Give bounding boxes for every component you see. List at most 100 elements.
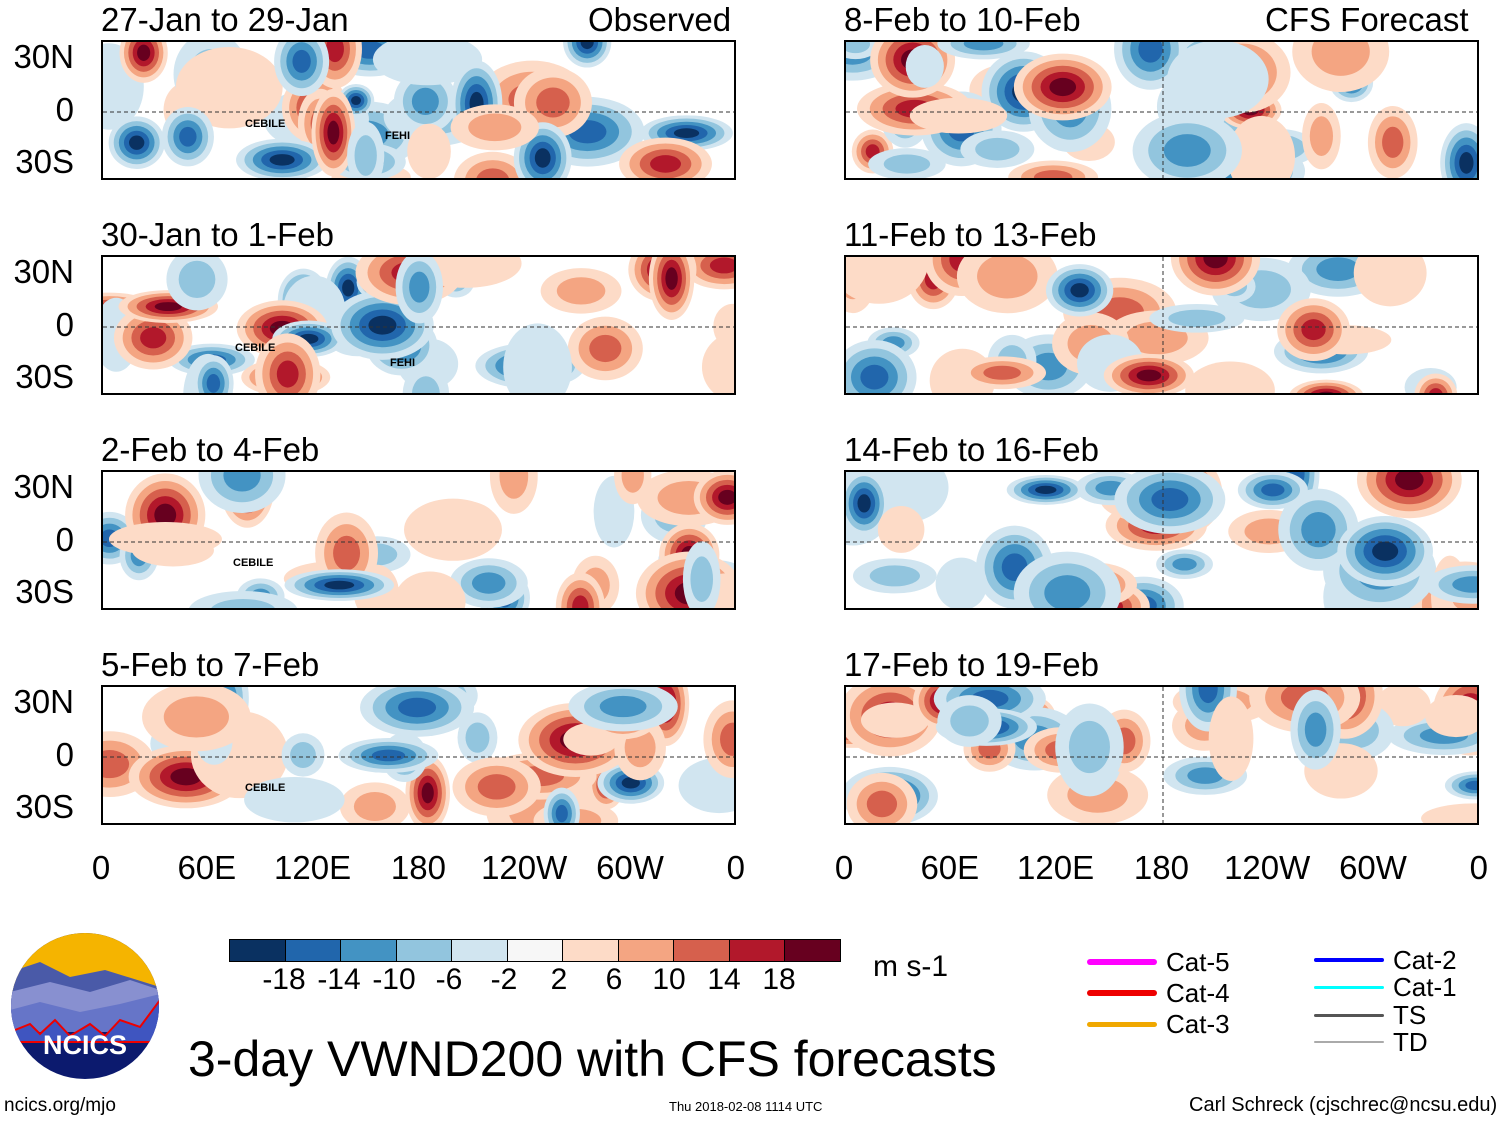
positive-anomaly-contour xyxy=(1424,383,1448,393)
latitude-label: 0 xyxy=(55,91,74,128)
latitude-label: 30S xyxy=(15,143,74,180)
negative-anomaly-contour xyxy=(869,565,920,587)
longitude-label: 180 xyxy=(390,849,446,886)
positive-anomaly-contour xyxy=(1309,116,1334,156)
positive-anomaly-contour xyxy=(1208,696,1254,781)
negative-anomaly-contour xyxy=(1459,152,1474,174)
positive-anomaly-contour xyxy=(877,506,925,553)
wind-anomaly-map xyxy=(846,257,1477,393)
panel-title: 27-Jan to 29-Jan xyxy=(101,1,349,38)
positive-anomaly-contour xyxy=(1049,77,1077,97)
negative-anomaly-contour xyxy=(1172,557,1197,571)
positive-anomaly-contour xyxy=(709,257,734,274)
colorbar-swatch xyxy=(674,940,730,961)
positive-anomaly-contour xyxy=(353,792,396,821)
footer-timestamp: Thu 2018-02-08 1114 UTC xyxy=(669,1099,823,1114)
negative-anomaly-contour xyxy=(1167,42,1269,119)
positive-anomaly-contour xyxy=(1395,472,1424,491)
negative-anomaly-contour xyxy=(883,154,931,174)
colorbar-tick-label: 6 xyxy=(605,963,623,996)
longitude-label: 60E xyxy=(920,849,980,886)
latitude-label: 30N xyxy=(13,683,74,720)
latitude-label: 0 xyxy=(55,306,74,343)
positive-anomaly-contour xyxy=(1185,361,1275,393)
longitude-label: 180 xyxy=(1133,849,1189,886)
longitude-label: 120E xyxy=(274,849,352,886)
positive-anomaly-contour xyxy=(394,571,466,608)
colorbar-swatch xyxy=(285,940,341,961)
positive-anomaly-contour xyxy=(1429,388,1443,393)
positive-anomaly-contour xyxy=(1425,694,1477,738)
positive-anomaly-contour xyxy=(701,332,734,393)
forecast-map-panel xyxy=(844,40,1479,180)
negative-anomaly-contour xyxy=(1261,483,1285,497)
legend-label: Cat-2 xyxy=(1393,945,1457,975)
negative-anomaly-contour xyxy=(269,154,295,166)
observed-label: Observed xyxy=(588,1,732,38)
colorbar-tick-label: -14 xyxy=(317,963,361,996)
positive-anomaly-contour xyxy=(499,472,529,499)
panel-title: 14-Feb to 16-Feb xyxy=(844,431,1099,468)
observed-map-panel xyxy=(101,470,736,610)
negative-anomaly-contour xyxy=(211,598,275,608)
negative-anomaly-contour xyxy=(1035,485,1057,494)
latitude-label: 30S xyxy=(15,573,74,610)
panel-title: 8-Feb to 10-Feb xyxy=(844,1,1081,38)
positive-anomaly-contour xyxy=(1311,42,1370,76)
positive-anomaly-contour xyxy=(1318,391,1334,393)
colorbar-tick-label: -10 xyxy=(372,963,416,996)
longitude-label: 60W xyxy=(1339,849,1407,886)
colorbar-swatch xyxy=(230,940,286,961)
negative-anomaly-contour xyxy=(621,777,640,789)
latitude-label: 0 xyxy=(55,736,74,773)
storm-label: CEBILE xyxy=(235,342,276,354)
footer-url[interactable]: ncics.org/mjo xyxy=(4,1095,116,1116)
wind-anomaly-map xyxy=(103,687,734,823)
negative-anomaly-contour xyxy=(534,148,551,168)
negative-anomaly-contour xyxy=(411,376,440,393)
negative-anomaly-contour xyxy=(409,271,430,303)
wind-anomaly-map xyxy=(846,687,1477,823)
negative-anomaly-contour xyxy=(324,580,355,590)
colorbar-swatch xyxy=(563,940,619,961)
legend-label: Cat-4 xyxy=(1166,978,1230,1008)
negative-anomaly-contour xyxy=(351,96,362,106)
negative-anomaly-contour xyxy=(1163,134,1211,167)
positive-anomaly-contour xyxy=(536,87,570,118)
positive-anomaly-contour xyxy=(1203,257,1228,269)
positive-anomaly-contour xyxy=(103,750,130,779)
legend-label: Cat-3 xyxy=(1166,1009,1230,1039)
negative-anomaly-contour xyxy=(580,42,594,50)
positive-anomaly-contour xyxy=(846,257,929,304)
negative-anomaly-contour xyxy=(354,135,377,176)
legend-line-td xyxy=(1314,1041,1384,1043)
negative-anomaly-contour xyxy=(1372,541,1399,561)
negative-anomaly-contour xyxy=(292,49,311,73)
legend-line-ts xyxy=(1314,1013,1384,1017)
colorbar-swatch xyxy=(618,940,674,961)
positive-anomaly-contour xyxy=(1382,126,1404,158)
latitude-label: 30N xyxy=(13,38,74,75)
storm-label: CEBILE xyxy=(245,782,286,794)
positive-anomaly-contour xyxy=(1353,257,1427,307)
longitude-label: 60E xyxy=(177,849,237,886)
latitude-label: 30N xyxy=(13,468,74,505)
positive-anomaly-contour xyxy=(650,155,682,173)
colorbar-tick-label: 14 xyxy=(707,963,741,996)
positive-anomaly-contour xyxy=(1421,803,1477,823)
positive-anomaly-contour xyxy=(556,277,606,305)
positive-anomaly-contour xyxy=(333,535,361,571)
positive-anomaly-contour xyxy=(140,327,167,349)
longitude-label: 0 xyxy=(726,849,745,886)
units-label: m s-1 xyxy=(873,950,948,983)
positive-anomaly-contour xyxy=(325,42,344,63)
positive-anomaly-contour xyxy=(276,360,299,388)
colorbar-swatch xyxy=(785,940,840,961)
legend-line-cat-1 xyxy=(1314,985,1384,989)
positive-anomaly-contour xyxy=(407,123,451,178)
latitude-label: 30S xyxy=(15,358,74,395)
positive-anomaly-contour xyxy=(621,472,644,493)
negative-anomaly-contour xyxy=(555,804,568,823)
positive-anomaly-contour xyxy=(1033,170,1073,178)
